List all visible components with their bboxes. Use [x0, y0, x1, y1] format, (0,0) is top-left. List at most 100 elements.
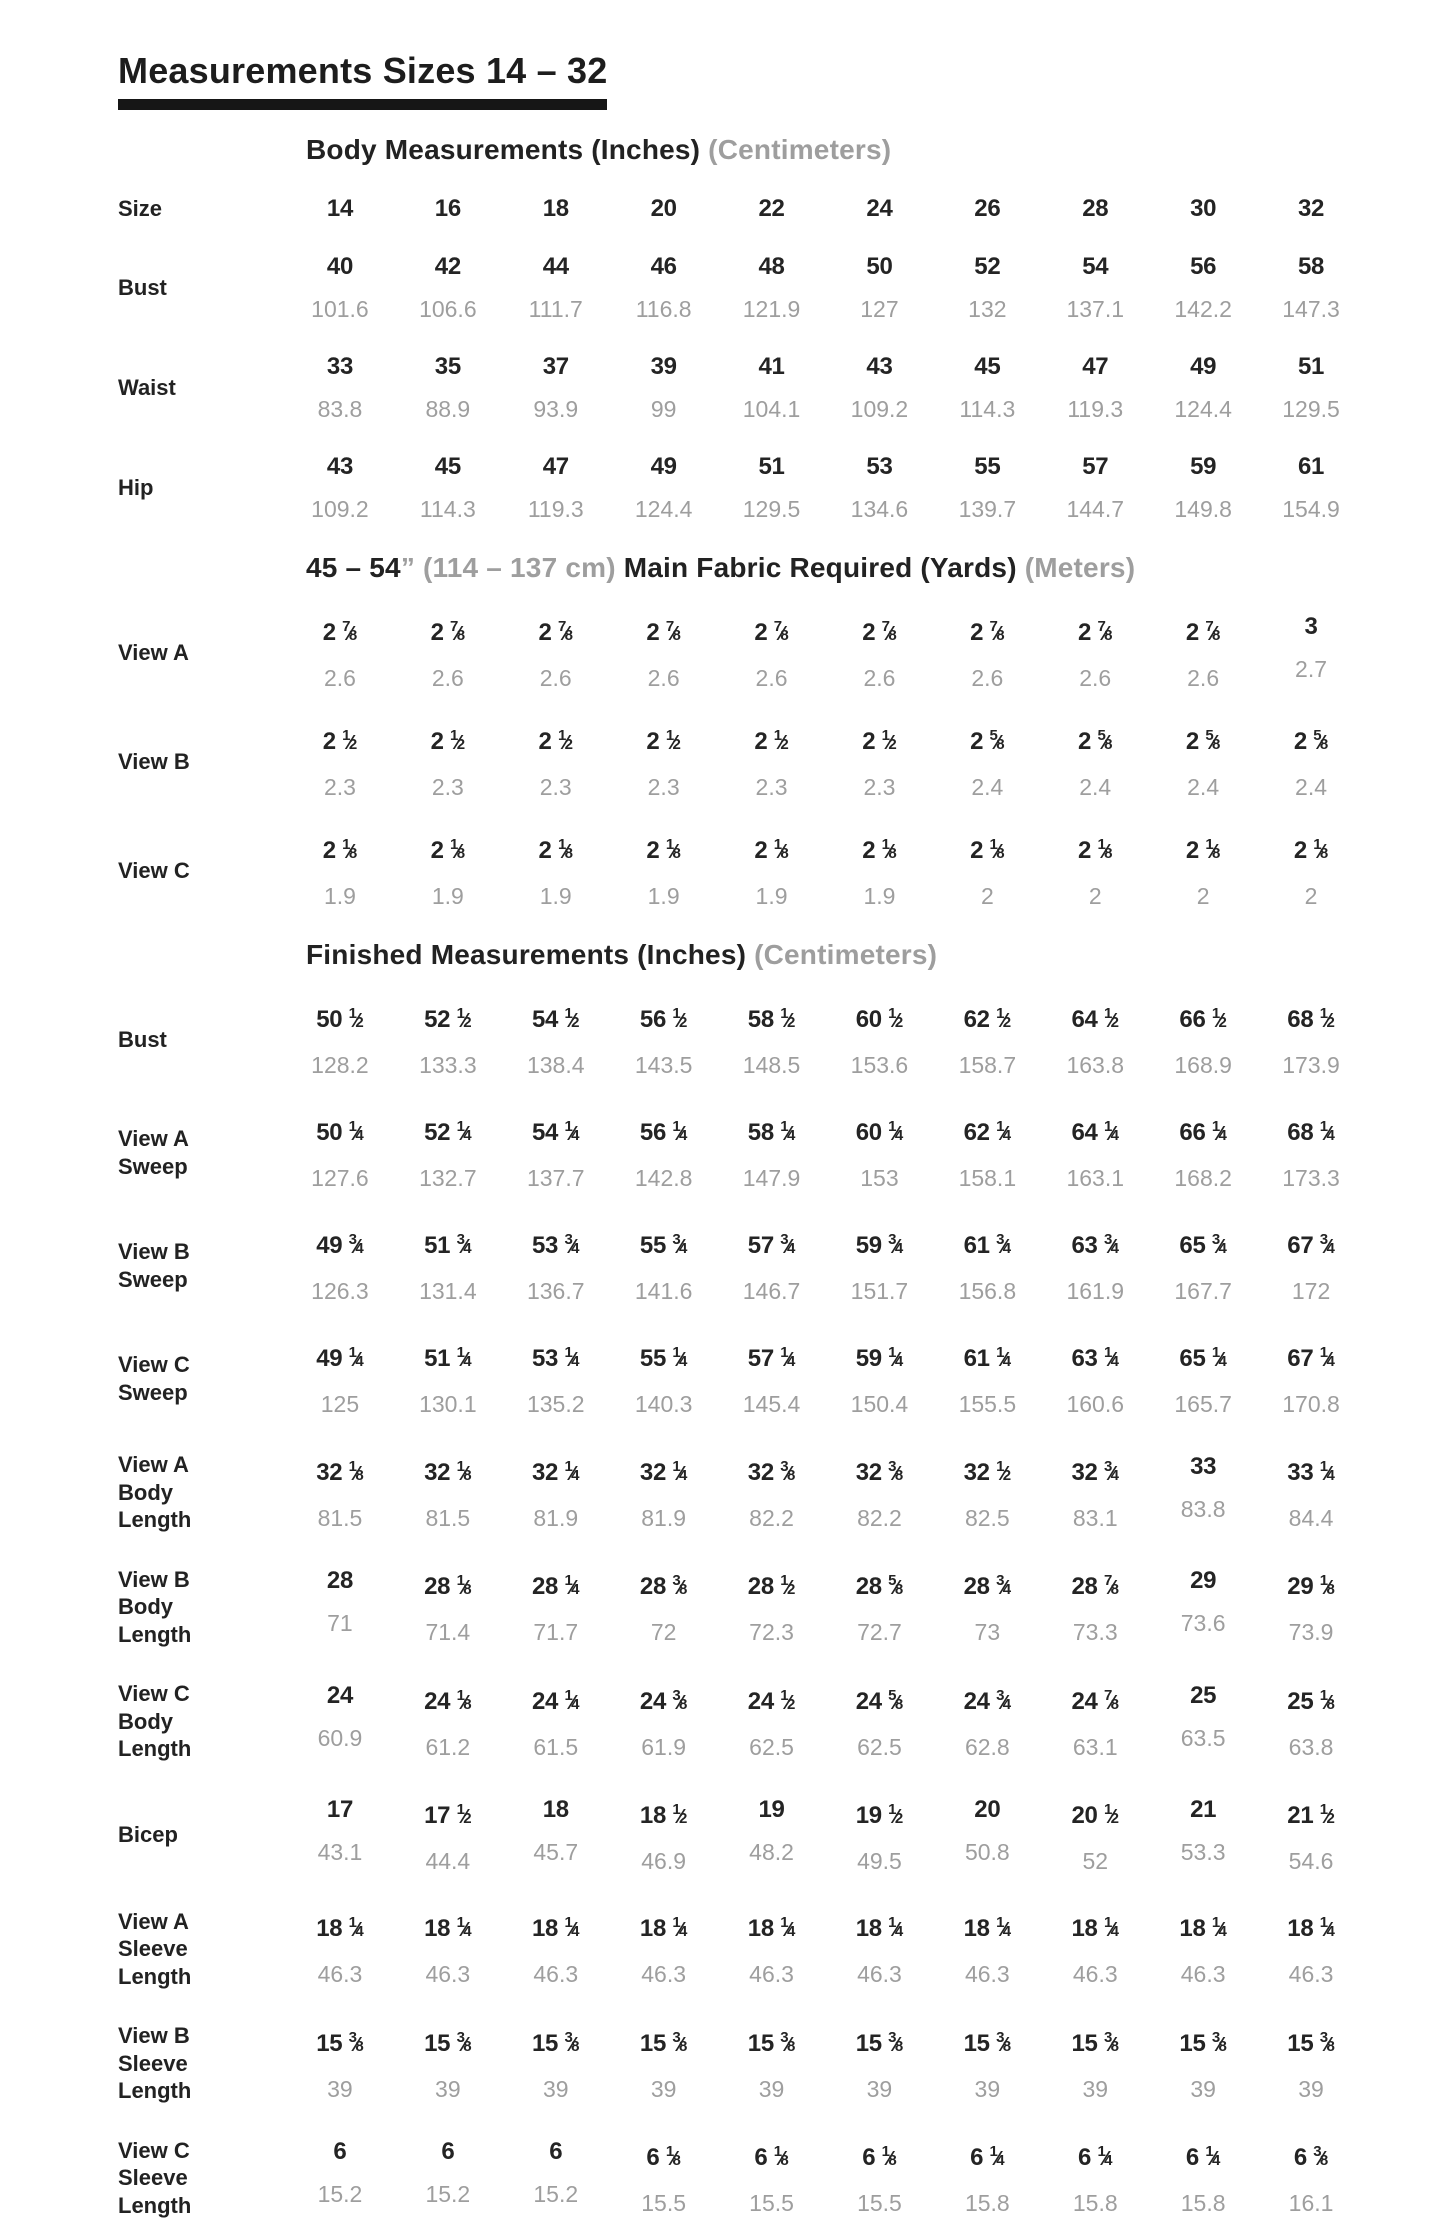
cm-value: 2.6	[755, 665, 788, 691]
fraction-numerator: 5	[888, 1686, 897, 1704]
value-cell: 19 1⁄2 49.5	[826, 1795, 934, 1876]
value-cell: 57 3⁄4 146.7	[718, 1225, 826, 1306]
value-cell: 6 1⁄8 15.5	[610, 2137, 718, 2218]
inches-value: 55	[974, 453, 1001, 480]
value-cell: 24 60.9	[286, 1681, 394, 1762]
inches-value: 15 3⁄8	[1179, 2028, 1227, 2057]
fraction-numerator: 5	[989, 727, 998, 744]
fraction-numerator: 7	[557, 618, 567, 635]
value-cell: 2 1⁄8 1.9	[610, 830, 718, 911]
fraction-slash: ⁄	[570, 1123, 575, 1145]
fraction-numerator: 3	[456, 2028, 465, 2046]
fraction-denominator: 8	[571, 2037, 580, 2055]
row-label-line: View C	[118, 1681, 190, 1706]
fraction-denominator: 4	[894, 1923, 904, 1941]
cm-value: 160.6	[1066, 1391, 1125, 1417]
cm-value: 73.3	[1072, 1619, 1118, 1646]
cm-value: 99	[650, 396, 677, 422]
fraction-denominator: 4	[679, 1353, 688, 1370]
cm-value: 2.6	[1079, 665, 1112, 691]
fraction-numerator: 1	[1205, 836, 1214, 853]
fraction-numerator: 1	[780, 1005, 789, 1022]
table-row: View B Sweep 49 3⁄4 126.3 51 3⁄4 131.4 53 3⁄4 1…	[118, 1225, 1365, 1306]
fraction-slash: ⁄	[678, 1805, 683, 1828]
fraction-denominator: 8	[679, 2037, 688, 2055]
fraction-denominator: 8	[679, 1695, 688, 1713]
cm-value: 134.6	[850, 496, 909, 522]
value-cell: 56 1⁄4 142.8	[610, 1112, 718, 1193]
fraction-slash: ⁄	[570, 1691, 575, 1714]
fraction-denominator: 8	[780, 627, 789, 644]
value-cell: 58 1⁄2 148.5	[718, 999, 826, 1080]
cm-value: 2.3	[755, 774, 788, 800]
value-cell: 2 7⁄8 2.6	[1149, 612, 1257, 693]
table-row: Bicep 17 43.1 17 1⁄2 44.4 18 45.7 18 1⁄2 46.9 19 4…	[118, 1795, 1365, 1876]
value-cell: 62 1⁄4 158.1	[933, 1112, 1041, 1193]
table-row: View C Body Length 24 60.9 24 1⁄8 61.2 24 1⁄4 61…	[118, 1680, 1365, 1763]
row-values: 49 1⁄4 125 51 1⁄4 130.1 53 1⁄4 135.2 55 1⁄4 140…	[286, 1338, 1365, 1419]
value-cell: 28	[1041, 194, 1149, 224]
fraction-numerator: 1	[1319, 1005, 1329, 1022]
value-cell: 58 147.3	[1257, 252, 1365, 324]
fraction-denominator: 4	[1326, 1240, 1335, 1257]
fraction-numerator: 1	[1313, 836, 1322, 853]
section-heading: Body Measurements (Inches) (Centimeters)	[306, 134, 1365, 166]
fraction-denominator: 4	[1218, 1240, 1227, 1257]
cm-value: 39	[974, 2075, 1001, 2102]
fraction-numerator: 1	[989, 836, 998, 853]
value-cell: 2 1⁄2 2.3	[826, 721, 934, 802]
inches-value: 6 1⁄8	[646, 2143, 681, 2172]
value-cell: 2 1⁄2 2.3	[502, 721, 610, 802]
cm-value: 15.8	[1072, 2190, 1118, 2217]
fraction-numerator: 3	[1319, 1231, 1329, 1248]
fraction-denominator: 8	[888, 845, 897, 862]
fraction-denominator: 4	[1110, 1353, 1119, 1370]
row-label-line: View B	[118, 1239, 190, 1264]
cm-value: 15.2	[425, 2181, 471, 2208]
fraction-numerator: 1	[1211, 1005, 1221, 1022]
cm-value: 43.1	[317, 1838, 363, 1865]
fraction-slash: ⁄	[1110, 1349, 1114, 1371]
inches-value: 49	[1190, 353, 1217, 380]
fraction-slash: ⁄	[786, 1123, 790, 1145]
row-values: 50 1⁄2 128.2 52 1⁄2 133.3 54 1⁄2 138.4 56 1⁄2 1…	[286, 999, 1365, 1080]
inches-value: 50 1⁄4	[316, 1118, 364, 1146]
cm-value: 119.3	[527, 496, 584, 522]
fraction-slash: ⁄	[1110, 1010, 1114, 1032]
value-cell: 24 5⁄8 62.5	[826, 1681, 934, 1762]
inches-value: 53 1⁄4	[531, 1344, 580, 1372]
fraction-slash: ⁄	[348, 841, 352, 863]
inches-value: 32 3⁄8	[855, 1457, 904, 1486]
fraction-slash: ⁄	[462, 1236, 467, 1258]
row-label: Bust	[118, 274, 286, 302]
cm-value: 15.8	[964, 2190, 1010, 2217]
cm-value: 121.9	[742, 296, 801, 322]
section-main-fabric-required: 45 – 54” (114 – 137 cm) Main Fabric Requ…	[118, 552, 1365, 911]
fraction-numerator: 1	[1319, 1457, 1329, 1475]
row-label-line: Sleeve	[118, 2165, 188, 2190]
fraction-slash: ⁄	[786, 1462, 790, 1485]
value-cell: 24	[826, 194, 934, 224]
fraction-denominator: 8	[463, 1581, 472, 1599]
fraction-slash: ⁄	[355, 1010, 359, 1032]
fraction-numerator: 3	[1103, 1231, 1113, 1248]
row-label-line: Sweep	[118, 1379, 188, 1405]
inches-value: 32 3⁄4	[1071, 1457, 1119, 1486]
fraction-numerator: 1	[1211, 1344, 1221, 1361]
fraction-numerator: 1	[888, 1914, 897, 1932]
table-row: Waist 33 83.8 35 88.9 37 93.9 39 99 41 104.1 43 109.…	[118, 352, 1365, 424]
fraction-denominator: 4	[571, 1240, 580, 1257]
cm-value: 132.7	[419, 1165, 477, 1191]
fraction-slash: ⁄	[1326, 1123, 1330, 1145]
fraction-numerator: 1	[557, 836, 567, 853]
fraction-slash: ⁄	[672, 841, 676, 863]
value-cell: 32	[1257, 194, 1365, 224]
inches-value: 58 1⁄2	[747, 1005, 796, 1033]
row-values: 28 71 28 1⁄8 71.4 28 1⁄4 71.7 28 3⁄8 72 28 1⁄2 72…	[286, 1566, 1365, 1647]
value-cell: 2 7⁄8 2.6	[1041, 612, 1149, 693]
cm-value: 148.5	[742, 1052, 801, 1078]
fraction-denominator: 2	[1326, 1809, 1335, 1827]
inches-value: 28 3⁄8	[639, 1572, 688, 1601]
cm-value: 161.9	[1066, 1278, 1125, 1304]
inches-value: 3	[1304, 613, 1318, 640]
